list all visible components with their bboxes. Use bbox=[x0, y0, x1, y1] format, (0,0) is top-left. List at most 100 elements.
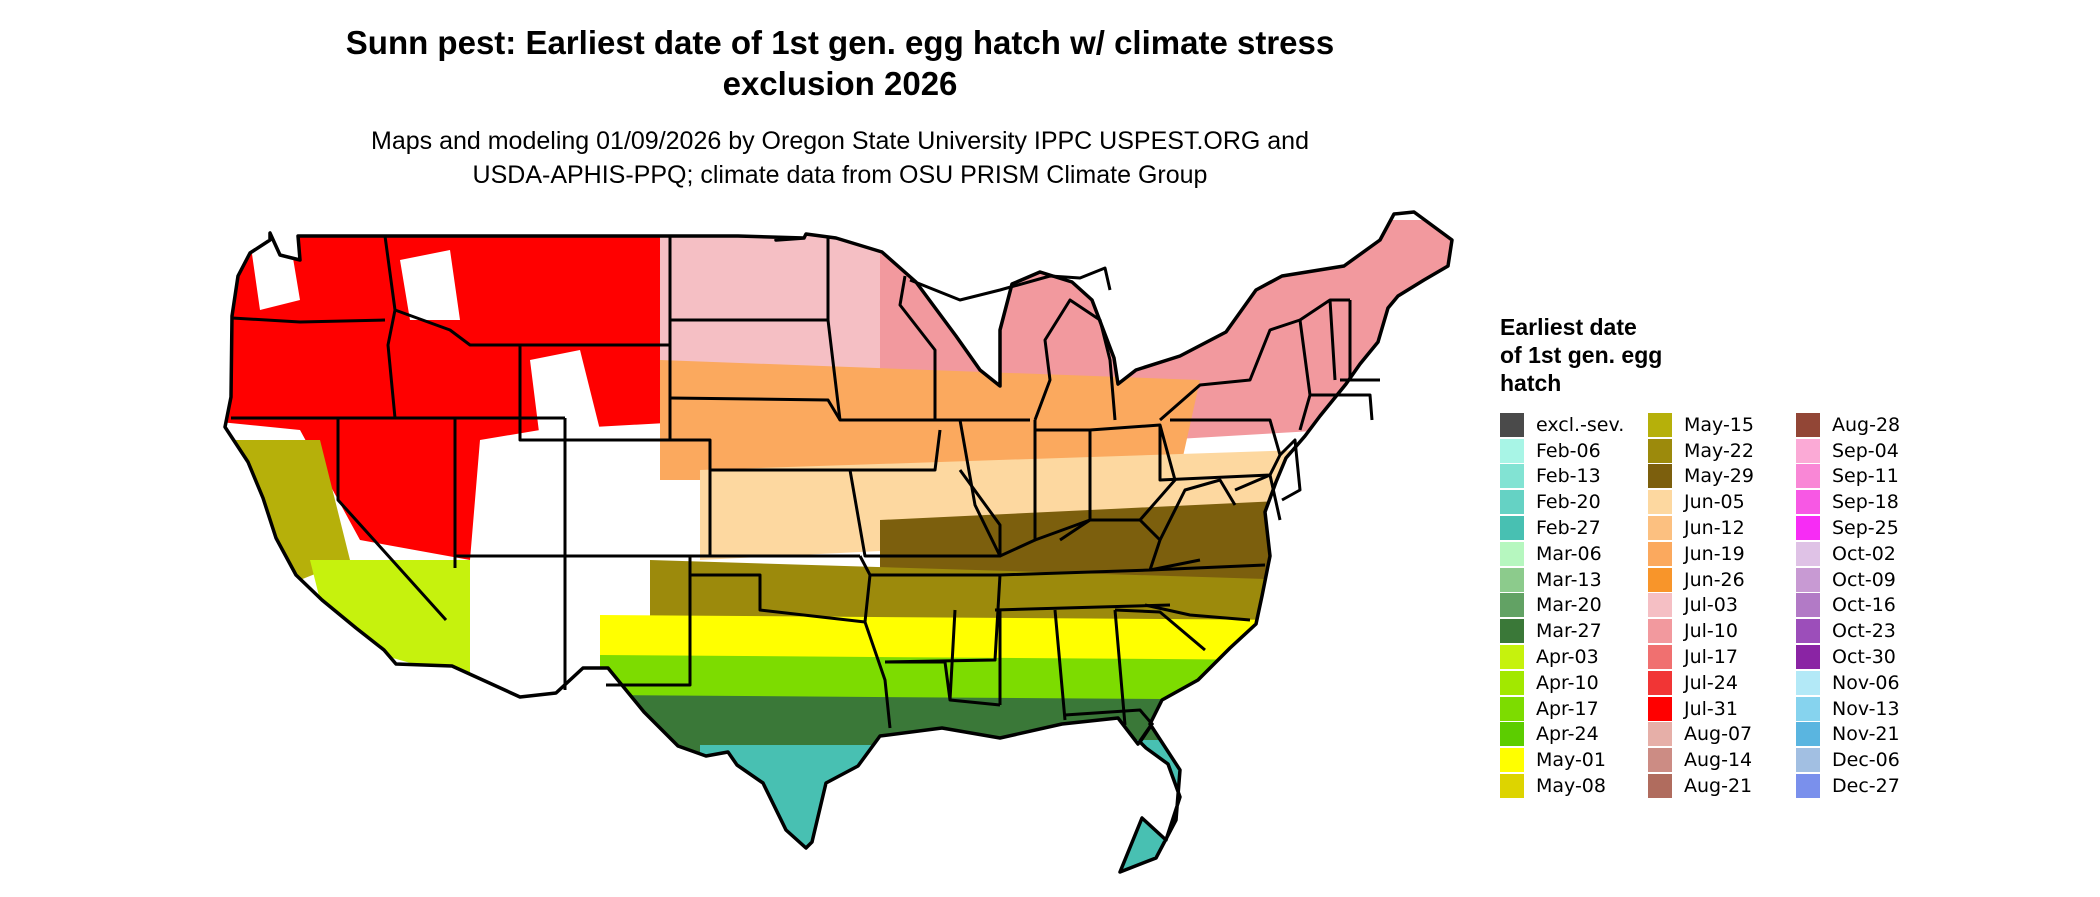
legend-item: Sep-04 bbox=[1796, 438, 1944, 464]
legend-label: Jul-03 bbox=[1684, 594, 1738, 617]
legend-label: Mar-13 bbox=[1536, 568, 1602, 591]
zone-desert-southwest bbox=[310, 560, 470, 680]
legend-label: Mar-06 bbox=[1536, 542, 1602, 565]
legend-item: Apr-24 bbox=[1500, 722, 1648, 748]
legend-item: Apr-03 bbox=[1500, 644, 1648, 670]
legend-item: Jun-26 bbox=[1648, 567, 1796, 593]
legend-label: Sep-04 bbox=[1832, 439, 1899, 462]
state-line-ok bbox=[690, 555, 872, 624]
legend-item: Sep-11 bbox=[1796, 464, 1944, 490]
legend-item: Oct-16 bbox=[1796, 593, 1944, 619]
legend-swatch bbox=[1500, 722, 1524, 747]
legend-swatch bbox=[1796, 490, 1820, 515]
state-line-tn-south bbox=[994, 603, 1171, 612]
legend-item: Apr-10 bbox=[1500, 670, 1648, 696]
legend-label: May-22 bbox=[1684, 439, 1754, 462]
state-line-wa-or bbox=[231, 316, 386, 324]
legend-label: May-01 bbox=[1536, 749, 1606, 772]
state-line-ca-nv bbox=[336, 418, 448, 622]
legend-label: Nov-13 bbox=[1832, 697, 1900, 720]
legend-item: Feb-06 bbox=[1500, 438, 1648, 464]
legend-item: Mar-13 bbox=[1500, 567, 1648, 593]
legend-swatch bbox=[1500, 567, 1524, 592]
state-line-pa bbox=[1158, 418, 1282, 482]
state-line-mi-lower bbox=[1033, 298, 1117, 421]
state-line-nj bbox=[1278, 438, 1302, 502]
legend-swatch bbox=[1648, 541, 1672, 566]
legend-label: Feb-06 bbox=[1536, 439, 1601, 462]
state-line-id-mt bbox=[394, 308, 520, 347]
legend-item: Aug-28 bbox=[1796, 412, 1944, 438]
map-subtitle: Maps and modeling 01/09/2026 by Oregon S… bbox=[170, 124, 1510, 192]
legend-item: Aug-21 bbox=[1648, 773, 1796, 799]
legend-swatch bbox=[1796, 567, 1820, 592]
legend-label: Jun-19 bbox=[1684, 542, 1745, 565]
legend-swatch bbox=[1500, 412, 1524, 437]
legend-swatch bbox=[1796, 619, 1820, 644]
legend-swatch bbox=[1648, 722, 1672, 747]
legend-label: excl.-sev. bbox=[1536, 413, 1625, 436]
zone-high-peaks bbox=[250, 240, 645, 540]
legend-swatch bbox=[1648, 438, 1672, 463]
legend-swatch bbox=[1500, 541, 1524, 566]
legend-swatch bbox=[1500, 670, 1524, 695]
legend-item: Feb-20 bbox=[1500, 489, 1648, 515]
state-line-az-nm bbox=[455, 554, 690, 690]
legend-swatch bbox=[1796, 722, 1820, 747]
legend-label: Sep-18 bbox=[1832, 491, 1899, 514]
legend-label: Mar-20 bbox=[1536, 594, 1602, 617]
state-line-new-england bbox=[1299, 298, 1380, 421]
legend-label: Nov-06 bbox=[1832, 671, 1900, 694]
legend-swatch bbox=[1796, 645, 1820, 670]
legend-label: Feb-13 bbox=[1536, 465, 1601, 488]
legend-label: Sep-11 bbox=[1832, 465, 1899, 488]
legend-label: May-15 bbox=[1684, 413, 1754, 436]
legend-swatch bbox=[1500, 490, 1524, 515]
state-line-ga-fl bbox=[1064, 708, 1154, 725]
legend-item: Feb-27 bbox=[1500, 515, 1648, 541]
legend-item: Jul-24 bbox=[1648, 670, 1796, 696]
legend-label: Apr-17 bbox=[1536, 697, 1599, 720]
legend-item: Nov-13 bbox=[1796, 696, 1944, 722]
legend-item: Mar-27 bbox=[1500, 618, 1648, 644]
legend-label: Feb-20 bbox=[1536, 491, 1601, 514]
legend-swatch bbox=[1500, 619, 1524, 644]
map-title-line-2: exclusion 2026 bbox=[722, 65, 958, 102]
legend-label: Apr-10 bbox=[1536, 671, 1599, 694]
state-boundaries bbox=[231, 235, 1380, 729]
legend-label: Oct-23 bbox=[1832, 620, 1896, 643]
legend-item: May-08 bbox=[1500, 773, 1648, 799]
legend-label: May-08 bbox=[1536, 775, 1606, 798]
legend-label: Jul-17 bbox=[1684, 646, 1738, 669]
state-line-md-de bbox=[1234, 473, 1282, 521]
legend-swatch bbox=[1500, 774, 1524, 799]
legend-item: Oct-09 bbox=[1796, 567, 1944, 593]
zone-northwest-mountains bbox=[225, 220, 720, 560]
legend-swatch bbox=[1796, 464, 1820, 489]
legend-item: Sep-25 bbox=[1796, 515, 1944, 541]
legend-label: Jun-05 bbox=[1684, 491, 1745, 514]
legend-label: Nov-21 bbox=[1832, 723, 1900, 746]
legend-swatch bbox=[1500, 464, 1524, 489]
legend-swatch bbox=[1796, 541, 1820, 566]
state-line-in bbox=[1033, 420, 1092, 542]
legend-swatch bbox=[1796, 438, 1820, 463]
legend-item: Oct-23 bbox=[1796, 618, 1944, 644]
legend-swatch bbox=[1648, 774, 1672, 799]
state-line-va bbox=[1149, 563, 1266, 572]
legend-swatch bbox=[1648, 412, 1672, 437]
legend-swatch bbox=[1500, 645, 1524, 670]
state-line-nc-sc bbox=[1144, 603, 1251, 622]
legend-swatch bbox=[1500, 516, 1524, 541]
legend-item: Oct-02 bbox=[1796, 541, 1944, 567]
legend-item: May-22 bbox=[1648, 438, 1796, 464]
legend-label: Apr-03 bbox=[1536, 646, 1599, 669]
legend-item: Jul-17 bbox=[1648, 644, 1796, 670]
legend-swatch bbox=[1796, 670, 1820, 695]
legend-item: Jul-31 bbox=[1648, 696, 1796, 722]
legend-item: May-15 bbox=[1648, 412, 1796, 438]
legend-label: Jul-10 bbox=[1684, 620, 1738, 643]
legend-swatch bbox=[1648, 516, 1672, 541]
